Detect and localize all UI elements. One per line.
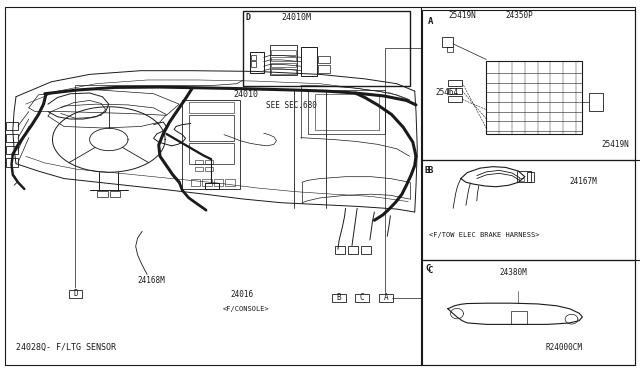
Bar bbox=[205, 160, 213, 164]
Bar bbox=[69, 290, 82, 298]
Bar bbox=[182, 100, 240, 189]
Text: 24168M: 24168M bbox=[138, 276, 165, 285]
Bar bbox=[335, 246, 345, 254]
Bar bbox=[6, 158, 18, 167]
Bar bbox=[250, 52, 264, 73]
Bar bbox=[379, 294, 393, 302]
Bar bbox=[6, 122, 18, 130]
Text: D: D bbox=[73, 289, 78, 298]
Text: 24167M: 24167M bbox=[570, 177, 597, 186]
Bar bbox=[191, 179, 200, 186]
Text: C: C bbox=[360, 294, 365, 302]
Bar bbox=[361, 246, 371, 254]
Bar bbox=[486, 61, 582, 134]
Bar bbox=[189, 102, 234, 113]
Bar bbox=[511, 311, 527, 324]
Bar bbox=[517, 171, 531, 182]
Text: 24380M: 24380M bbox=[499, 268, 527, 277]
Text: A: A bbox=[383, 294, 388, 302]
Bar bbox=[251, 61, 256, 67]
Text: 24010M: 24010M bbox=[282, 13, 312, 22]
Text: C: C bbox=[425, 264, 430, 273]
Bar bbox=[448, 96, 462, 102]
Bar bbox=[251, 55, 256, 60]
Bar bbox=[225, 179, 235, 186]
Text: 25419N: 25419N bbox=[448, 12, 476, 20]
Bar bbox=[589, 93, 603, 111]
Bar bbox=[243, 11, 410, 86]
Bar bbox=[271, 50, 296, 55]
Bar bbox=[195, 167, 203, 171]
Text: D: D bbox=[246, 13, 251, 22]
Bar bbox=[97, 191, 108, 197]
Bar bbox=[527, 172, 534, 182]
Text: B: B bbox=[425, 166, 430, 174]
Bar bbox=[202, 179, 212, 186]
Text: <F/TOW ELEC BRAKE HARNESS>: <F/TOW ELEC BRAKE HARNESS> bbox=[429, 232, 540, 238]
Text: 25419N: 25419N bbox=[602, 140, 629, 149]
Bar bbox=[448, 88, 462, 94]
Text: <F/CONSOLE>: <F/CONSOLE> bbox=[223, 307, 269, 312]
Bar bbox=[195, 160, 203, 164]
Bar bbox=[332, 294, 346, 302]
Bar bbox=[301, 46, 317, 76]
Bar bbox=[271, 69, 296, 74]
Bar bbox=[271, 63, 296, 67]
Bar bbox=[318, 56, 330, 63]
Text: 24028Q- F/LTG SENSOR: 24028Q- F/LTG SENSOR bbox=[16, 343, 116, 352]
Bar bbox=[6, 134, 18, 142]
Bar bbox=[271, 57, 296, 61]
Bar bbox=[519, 178, 524, 181]
Text: 24350P: 24350P bbox=[506, 12, 533, 20]
Text: R24000CM: R24000CM bbox=[545, 343, 582, 352]
Bar bbox=[110, 191, 120, 197]
Text: 24016: 24016 bbox=[230, 291, 253, 299]
Text: B: B bbox=[428, 166, 433, 174]
Bar bbox=[448, 80, 462, 86]
Bar bbox=[189, 115, 234, 141]
Bar bbox=[422, 260, 635, 365]
Text: C: C bbox=[428, 266, 433, 275]
Bar bbox=[422, 160, 635, 260]
Bar bbox=[308, 90, 385, 134]
Bar bbox=[315, 94, 379, 130]
Bar bbox=[442, 37, 453, 46]
Text: 25464: 25464 bbox=[435, 88, 458, 97]
Bar bbox=[189, 143, 234, 164]
Bar bbox=[6, 146, 18, 154]
Text: 24010: 24010 bbox=[234, 90, 259, 99]
Bar bbox=[214, 179, 223, 186]
Bar bbox=[355, 294, 369, 302]
Bar bbox=[205, 167, 213, 171]
Text: A: A bbox=[428, 17, 433, 26]
Bar bbox=[270, 45, 297, 75]
Bar bbox=[422, 10, 635, 160]
Bar bbox=[447, 47, 453, 52]
Bar bbox=[318, 65, 330, 73]
Text: SEE SEC.680: SEE SEC.680 bbox=[266, 101, 316, 110]
Text: B: B bbox=[336, 294, 341, 302]
Bar bbox=[348, 246, 358, 254]
